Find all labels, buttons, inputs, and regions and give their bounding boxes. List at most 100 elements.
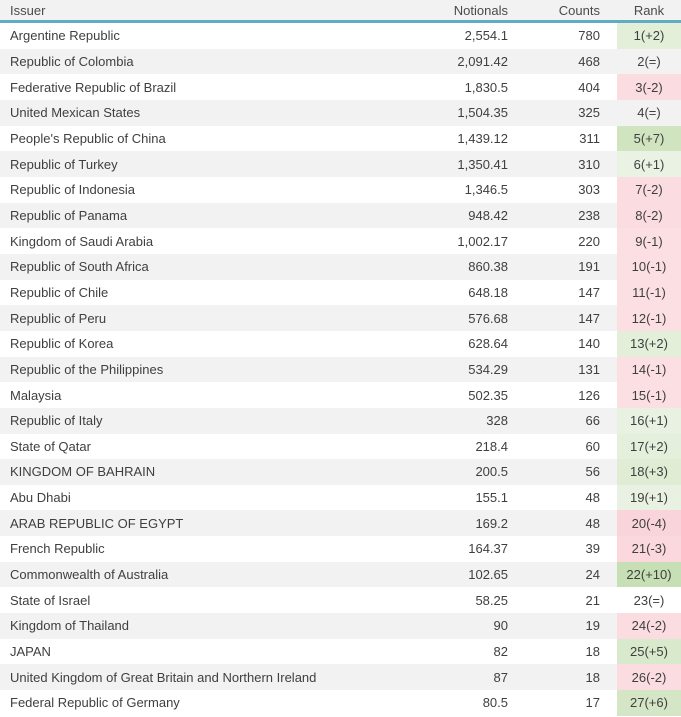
table-row[interactable]: Republic of Peru 576.68 147 12(-1) [0,305,681,331]
counts-cell: 468 [578,53,600,69]
counts-cell: 39 [585,541,600,557]
issuer-cell: Republic of Korea [10,336,114,352]
notionals-cell: 155.1 [475,490,508,506]
notionals-cell: 200.5 [475,464,508,480]
counts-cell: 66 [585,413,600,429]
notionals-cell: 948.42 [468,207,508,223]
rank-badge: 22(+10) [617,561,681,588]
notionals-cell: 860.38 [468,259,508,275]
counts-cell: 17 [585,695,600,711]
notionals-cell: 80.5 [482,695,508,711]
table-row[interactable]: People's Republic of China 1,439.12 311 5(+… [0,125,681,152]
spacer-cell [600,49,617,75]
table-row[interactable]: Argentine Republic 2,554.1 780 1(+2) [0,23,681,49]
table-row[interactable]: Abu Dhabi 155.1 48 19(+1) [0,484,681,511]
table-row[interactable]: Republic of the Philippines 534.29 131 14(-… [0,356,681,383]
table-row[interactable]: Republic of Turkey 1,350.41 310 6(+1) [0,151,681,177]
table-row[interactable]: Republic of Indonesia 1,346.5 303 7(-2) [0,176,681,203]
notionals-cell: 82 [493,644,508,660]
table-row[interactable]: French Republic 164.37 39 21(-3) [0,536,681,562]
issuer-cell: Kingdom of Saudi Arabia [10,233,154,249]
counts-cell: 303 [578,182,600,198]
table-row[interactable]: Republic of Chile 648.18 147 11(-1) [0,279,681,306]
table-row[interactable]: Republic of Italy 328 66 16(+1) [0,407,681,434]
rank-badge: 6(+1) [617,151,681,177]
column-header-notionals[interactable]: Notionals [453,2,508,18]
spacer-cell [600,485,617,511]
column-header-rank[interactable]: Rank [633,2,665,18]
spacer-cell [600,664,617,690]
spacer-cell [600,357,617,383]
notionals-cell: 1,350.41 [457,156,508,172]
counts-cell: 311 [579,130,600,146]
rank-badge: 13(+2) [617,330,681,357]
spacer-cell [600,587,617,613]
notionals-cell: 576.68 [468,310,508,326]
table-row[interactable]: Republic of Korea 628.64 140 13(+2) [0,330,681,357]
table-row[interactable]: JAPAN 82 18 25(+5) [0,638,681,665]
counts-cell: 310 [578,156,600,172]
rank-badge: 19(+1) [617,484,681,511]
column-header-issuer[interactable]: Issuer [10,2,46,18]
rank-badge: 4(=) [637,105,661,121]
table-row[interactable]: KINGDOM OF BAHRAIN 200.5 56 18(+3) [0,459,681,485]
counts-cell: 325 [578,105,600,121]
table-row[interactable]: Kingdom of Saudi Arabia 1,002.17 220 9(-1) [0,228,681,254]
rank-badge: 20(-4) [617,510,681,537]
table-header-row: Issuer Notionals Counts Rank [0,0,681,23]
notionals-cell: 1,346.5 [464,182,508,198]
notionals-cell: 169.2 [475,515,508,531]
spacer-cell [600,74,617,100]
issuer-cell: Republic of Indonesia [10,182,136,198]
spacer-cell [600,126,617,152]
spacer-cell [600,254,617,280]
counts-cell: 780 [578,28,600,44]
rank-badge: 3(-2) [617,74,681,100]
issuer-cell: State of Israel [10,592,91,608]
notionals-cell: 164.37 [468,541,508,557]
rank-badge: 11(-1) [617,279,681,306]
counts-cell: 191 [578,259,600,275]
issuer-cell: Republic of Chile [10,284,109,300]
issuer-cell: People's Republic of China [10,130,166,146]
rank-badge: 12(-1) [617,305,681,331]
notionals-cell: 628.64 [468,336,508,352]
notionals-cell: 2,091.42 [457,53,508,69]
notionals-cell: 1,504.35 [457,105,508,121]
rank-badge: 24(-2) [617,613,681,639]
table-row[interactable]: Republic of South Africa 860.38 191 10(-1) [0,253,681,280]
table-row[interactable]: State of Qatar 218.4 60 17(+2) [0,433,681,460]
notionals-cell: 502.35 [468,387,508,403]
issuer-cell: Federal Republic of Germany [10,695,180,711]
table-row[interactable]: ARAB REPUBLIC OF EGYPT 169.2 48 20(-4) [0,510,681,537]
table-row[interactable]: Republic of Panama 948.42 238 8(-2) [0,202,681,229]
issuer-cell: ARAB REPUBLIC OF EGYPT [10,515,184,531]
notionals-cell: 102.65 [468,567,508,583]
table-row[interactable]: State of Israel 58.25 21 23(=) [0,587,681,614]
spacer-cell [600,331,617,357]
rank-badge: 23(=) [633,592,665,608]
rank-badge: 15(-1) [617,382,681,408]
table-row[interactable]: United Mexican States 1,504.35 325 4(=) [0,99,681,126]
issuer-cell: Republic of Italy [10,413,103,429]
table-row[interactable]: Federative Republic of Brazil 1,830.5 404 3… [0,74,681,100]
counts-cell: 56 [585,464,600,480]
issuer-cell: Commonwealth of Australia [10,567,169,583]
spacer-cell [600,100,617,126]
table-row[interactable]: Republic of Colombia 2,091.42 468 2(=) [0,48,681,75]
notionals-cell: 1,439.12 [457,130,508,146]
issuer-cell: Republic of Turkey [10,156,118,172]
issuer-cell: United Mexican States [10,105,141,121]
table-row[interactable]: Kingdom of Thailand 90 19 24(-2) [0,613,681,639]
counts-cell: 18 [585,644,600,660]
table-row[interactable]: Commonwealth of Australia 102.65 24 22(+10) [0,561,681,588]
column-header-counts[interactable]: Counts [558,2,600,18]
table-row[interactable]: Malaysia 502.35 126 15(-1) [0,382,681,408]
counts-cell: 147 [578,310,600,326]
spacer-cell [600,151,617,177]
rank-badge: 7(-2) [617,176,681,203]
notionals-cell: 58.25 [475,592,508,608]
table-row[interactable]: United Kingdom of Great Britain and Nort… [0,664,681,691]
table-row[interactable]: Federal Republic of Germany 80.5 17 27(+6) [0,690,681,716]
rank-badge: 26(-2) [617,664,681,691]
